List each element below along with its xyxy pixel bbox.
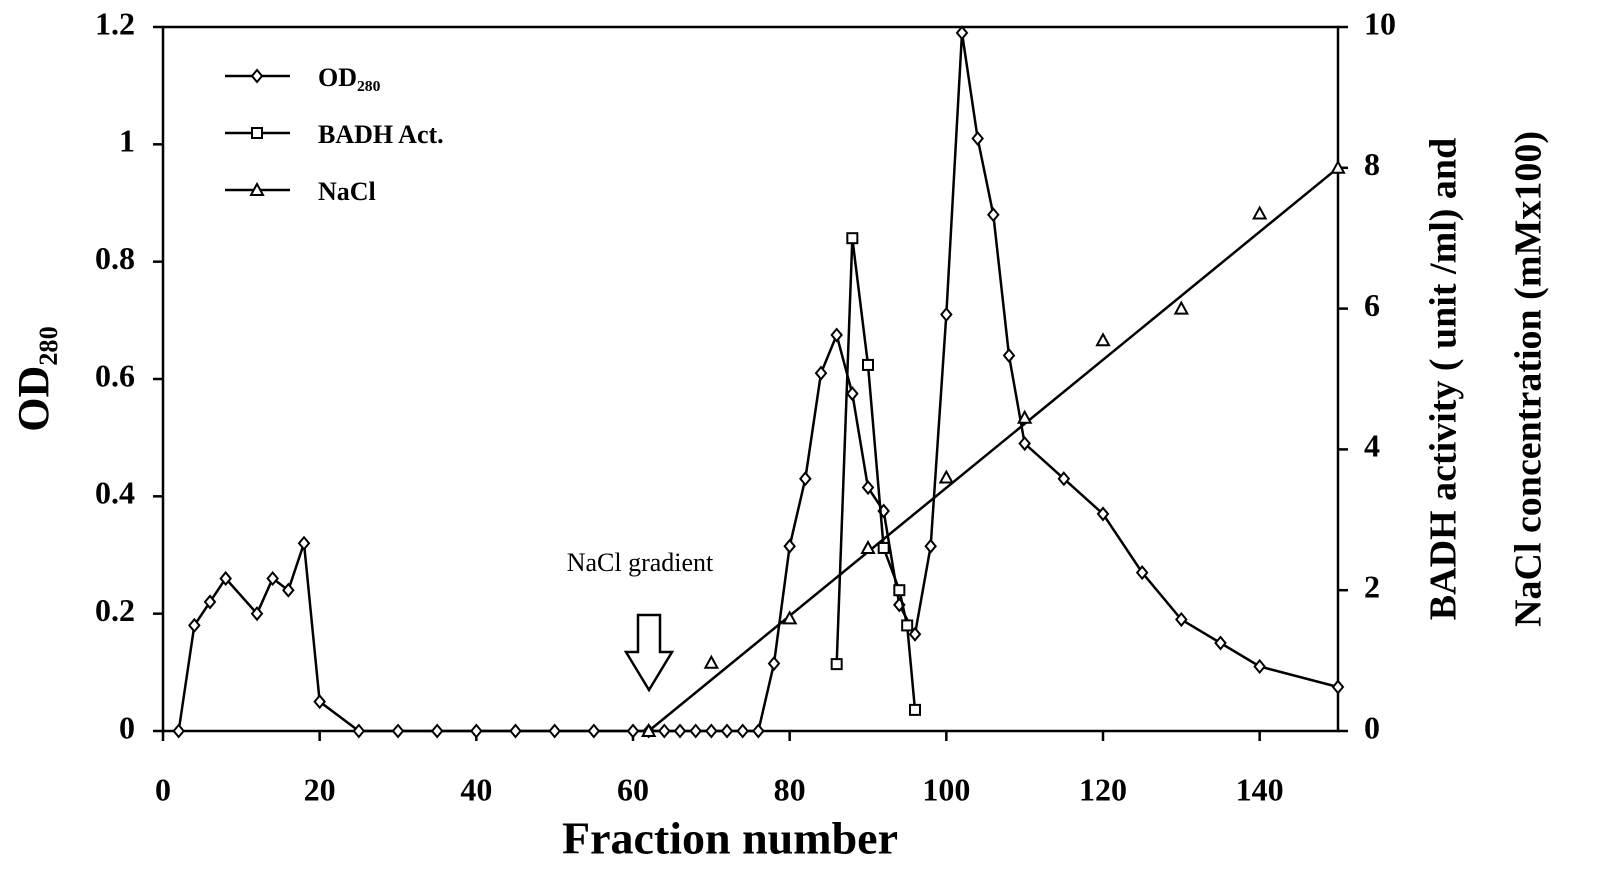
data-point — [1175, 611, 1188, 628]
data-point — [587, 723, 601, 739]
data-point — [861, 479, 875, 496]
gradient-line — [647, 166, 1339, 732]
data-point — [901, 619, 914, 632]
data-point — [781, 610, 798, 625]
x-tick-label: 140 — [1236, 771, 1284, 807]
data-point — [391, 723, 405, 739]
y-tick-label: 0.8 — [95, 240, 135, 276]
y2-axis-label: BADH activity ( unit /ml) and — [1423, 138, 1465, 620]
data-point — [282, 582, 295, 598]
data-point — [1214, 635, 1227, 651]
data-point — [846, 232, 859, 245]
x-tick-label: 20 — [304, 771, 336, 807]
data-point — [673, 723, 687, 739]
data-point — [987, 207, 1000, 223]
data-point — [250, 606, 264, 622]
legend-marker — [250, 68, 264, 84]
data-point — [203, 594, 217, 610]
y-tick-label: 0.2 — [95, 592, 135, 628]
data-point — [658, 723, 671, 739]
data-point — [752, 723, 765, 739]
annotation: NaCl gradient — [567, 548, 714, 577]
y-axis-label: OD₂₈₀ — [9, 326, 58, 432]
x-tick-label: 40 — [460, 771, 492, 807]
data-point — [1096, 506, 1110, 522]
data-point — [783, 538, 796, 554]
legend-label: NaCl — [318, 177, 376, 206]
legend-marker — [249, 181, 265, 196]
data-point — [830, 327, 843, 343]
data-point — [814, 365, 828, 381]
x-tick-label: 80 — [774, 771, 806, 807]
data-point — [877, 541, 890, 554]
data-point — [703, 654, 720, 669]
data-point — [1173, 300, 1190, 315]
data-point — [720, 723, 734, 739]
data-point — [266, 570, 279, 587]
data-point — [1002, 347, 1016, 364]
series-line — [835, 238, 917, 710]
legend-label: OD₂₈₀ — [318, 63, 381, 92]
y2-tick-label: 0 — [1364, 709, 1380, 745]
data-point — [938, 469, 955, 484]
data-point — [352, 723, 366, 739]
data-point — [846, 386, 859, 402]
data-point — [799, 471, 812, 487]
data-point — [909, 703, 921, 716]
data-point — [470, 723, 483, 739]
x-tick-label: 60 — [617, 771, 649, 807]
y-tick-label: 1 — [119, 123, 135, 159]
data-point — [860, 539, 876, 554]
data-point — [430, 723, 444, 739]
y2-tick-label: 4 — [1364, 428, 1380, 464]
data-point — [1331, 679, 1345, 695]
data-point — [955, 25, 969, 41]
x-axis-label: Fraction number — [562, 813, 898, 864]
data-point — [893, 584, 906, 597]
y-tick-label: 0.6 — [95, 357, 135, 393]
data-point — [1057, 471, 1071, 487]
data-point — [509, 723, 522, 739]
data-point — [736, 723, 749, 739]
data-point — [297, 535, 311, 551]
data-point — [188, 617, 201, 633]
y-tick-label: 0.4 — [95, 475, 135, 511]
y2-axis-label: NaCl concentration (mMx100) — [1508, 131, 1550, 627]
y-tick-label: 1.2 — [95, 5, 135, 41]
data-point — [1135, 565, 1149, 581]
y2-tick-label: 8 — [1364, 146, 1380, 182]
data-point — [1253, 658, 1266, 675]
data-point — [940, 306, 953, 323]
data-point — [313, 694, 326, 710]
data-point — [1330, 159, 1346, 174]
data-point — [862, 358, 874, 371]
data-point — [830, 658, 843, 671]
legend-marker — [251, 127, 263, 139]
data-point — [1095, 332, 1111, 347]
data-point — [689, 723, 702, 739]
data-point — [1251, 205, 1268, 220]
data-point — [767, 655, 781, 672]
data-point — [172, 723, 185, 739]
y2-tick-label: 2 — [1364, 569, 1380, 605]
data-point — [640, 722, 657, 737]
data-point — [626, 723, 640, 739]
y-tick-label: 0 — [119, 709, 135, 745]
x-tick-label: 120 — [1079, 771, 1127, 807]
annotation-arrow — [623, 613, 675, 693]
data-point — [1016, 409, 1033, 424]
data-point — [1018, 435, 1031, 452]
x-tick-label: 0 — [155, 771, 171, 807]
legend-label: BADH Act. — [318, 120, 444, 149]
data-point — [548, 723, 561, 739]
y2-tick-label: 10 — [1364, 5, 1396, 41]
data-point — [705, 723, 718, 739]
x-tick-label: 100 — [922, 771, 970, 807]
data-point — [219, 570, 232, 587]
data-point — [971, 130, 984, 147]
data-point — [924, 538, 937, 554]
y2-tick-label: 6 — [1364, 287, 1380, 323]
